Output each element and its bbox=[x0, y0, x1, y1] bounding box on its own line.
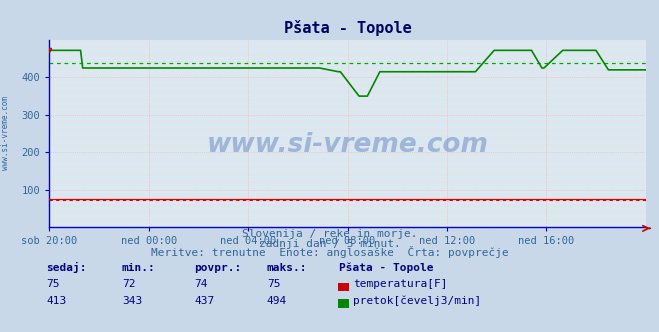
Text: 343: 343 bbox=[122, 296, 142, 306]
Text: Slovenija / reke in morje.: Slovenija / reke in morje. bbox=[242, 229, 417, 239]
Text: sedaj:: sedaj: bbox=[46, 262, 86, 273]
Text: povpr.:: povpr.: bbox=[194, 263, 242, 273]
Text: www.si-vreme.com: www.si-vreme.com bbox=[1, 96, 10, 170]
Text: 494: 494 bbox=[267, 296, 287, 306]
Title: Pšata - Topole: Pšata - Topole bbox=[284, 20, 411, 36]
Text: pretok[čevelj3/min]: pretok[čevelj3/min] bbox=[353, 295, 482, 306]
Text: temperatura[F]: temperatura[F] bbox=[353, 279, 447, 289]
Text: 75: 75 bbox=[267, 279, 280, 289]
Text: 72: 72 bbox=[122, 279, 135, 289]
Text: maks.:: maks.: bbox=[267, 263, 307, 273]
Text: min.:: min.: bbox=[122, 263, 156, 273]
Text: 75: 75 bbox=[46, 279, 59, 289]
Text: Pšata - Topole: Pšata - Topole bbox=[339, 262, 434, 273]
Text: zadnji dan / 5 minut.: zadnji dan / 5 minut. bbox=[258, 239, 401, 249]
Text: 413: 413 bbox=[46, 296, 67, 306]
Text: www.si-vreme.com: www.si-vreme.com bbox=[207, 132, 488, 158]
Text: 437: 437 bbox=[194, 296, 215, 306]
Text: 74: 74 bbox=[194, 279, 208, 289]
Text: Meritve: trenutne  Enote: anglosaške  Črta: povprečje: Meritve: trenutne Enote: anglosaške Črta… bbox=[151, 246, 508, 258]
